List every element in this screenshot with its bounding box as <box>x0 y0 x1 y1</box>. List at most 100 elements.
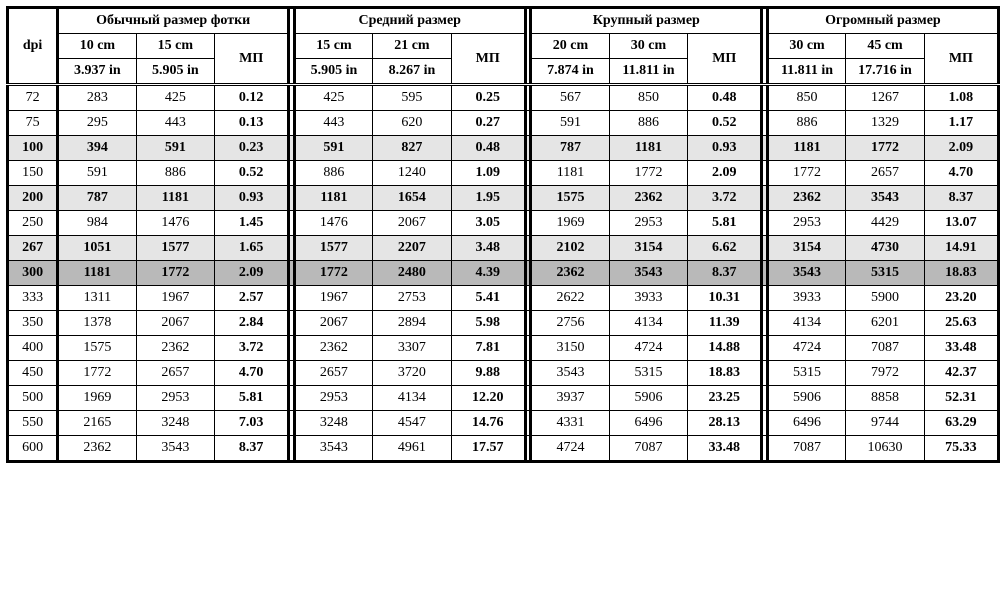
cell-value: 3307 <box>373 336 451 361</box>
cell-mp: 6.62 <box>688 236 762 261</box>
cell-mp: 4.70 <box>924 161 998 186</box>
cell-value: 4547 <box>373 411 451 436</box>
cell-value: 7087 <box>846 336 924 361</box>
cell-value: 1181 <box>609 136 687 161</box>
table-row: 400157523623.72236233077.813150472414.88… <box>8 336 999 361</box>
cell-value: 567 <box>531 85 609 111</box>
cell-mp: 9.88 <box>451 361 525 386</box>
cell-value: 984 <box>58 211 136 236</box>
cell-value: 443 <box>294 111 372 136</box>
cell-dpi: 500 <box>8 386 58 411</box>
cell-value: 787 <box>58 186 136 211</box>
cell-value: 2894 <box>373 311 451 336</box>
header-mp: МП <box>924 34 998 85</box>
cell-value: 886 <box>767 111 845 136</box>
table-body: 722834250.124255950.255678500.4885012671… <box>8 85 999 462</box>
cell-value: 3154 <box>767 236 845 261</box>
table-row: 550216532487.033248454714.764331649628.1… <box>8 411 999 436</box>
cell-value: 4429 <box>846 211 924 236</box>
cell-value: 5900 <box>846 286 924 311</box>
cell-mp: 52.31 <box>924 386 998 411</box>
cell-value: 1575 <box>531 186 609 211</box>
cell-value: 1772 <box>136 261 214 286</box>
cell-value: 3543 <box>531 361 609 386</box>
cell-value: 3937 <box>531 386 609 411</box>
header-cm: 45 cm <box>846 34 924 59</box>
table-row: 300118117722.09177224804.39236235438.373… <box>8 261 999 286</box>
cell-mp: 3.05 <box>451 211 525 236</box>
cell-mp: 0.52 <box>215 161 289 186</box>
cell-value: 283 <box>58 85 136 111</box>
cell-value: 1181 <box>531 161 609 186</box>
cell-value: 4134 <box>609 311 687 336</box>
cell-value: 1575 <box>58 336 136 361</box>
cell-value: 394 <box>58 136 136 161</box>
cell-mp: 5.41 <box>451 286 525 311</box>
cell-value: 2657 <box>136 361 214 386</box>
cell-mp: 1.08 <box>924 85 998 111</box>
cell-dpi: 72 <box>8 85 58 111</box>
cell-dpi: 75 <box>8 111 58 136</box>
cell-value: 2480 <box>373 261 451 286</box>
cell-mp: 1.17 <box>924 111 998 136</box>
cell-value: 2953 <box>136 386 214 411</box>
cell-value: 2753 <box>373 286 451 311</box>
cell-value: 620 <box>373 111 451 136</box>
cell-value: 7972 <box>846 361 924 386</box>
cell-value: 2953 <box>609 211 687 236</box>
table-header: dpiОбычный размер фоткиСредний размерКру… <box>8 8 999 85</box>
cell-mp: 1.95 <box>451 186 525 211</box>
table-row: 450177226574.70265737209.883543531518.83… <box>8 361 999 386</box>
cell-value: 2953 <box>294 386 372 411</box>
cell-value: 2756 <box>531 311 609 336</box>
cell-value: 1654 <box>373 186 451 211</box>
cell-mp: 2.09 <box>924 136 998 161</box>
dpi-size-table: dpiОбычный размер фоткиСредний размерКру… <box>6 6 1000 463</box>
cell-value: 3720 <box>373 361 451 386</box>
cell-mp: 42.37 <box>924 361 998 386</box>
cell-value: 1378 <box>58 311 136 336</box>
cell-value: 1476 <box>294 211 372 236</box>
cell-dpi: 267 <box>8 236 58 261</box>
table-row: 752954430.134436200.275918860.5288613291… <box>8 111 999 136</box>
header-in: 11.811 in <box>609 59 687 85</box>
cell-value: 3933 <box>767 286 845 311</box>
cell-value: 1267 <box>846 85 924 111</box>
header-in: 5.905 in <box>136 59 214 85</box>
table-row: 350137820672.84206728945.982756413411.39… <box>8 311 999 336</box>
cell-mp: 11.39 <box>688 311 762 336</box>
cell-value: 886 <box>294 161 372 186</box>
cell-value: 5315 <box>609 361 687 386</box>
cell-mp: 18.83 <box>688 361 762 386</box>
header-group-title: Обычный размер фотки <box>58 8 289 34</box>
cell-value: 7087 <box>767 436 845 462</box>
header-in: 17.716 in <box>846 59 924 85</box>
cell-value: 1181 <box>58 261 136 286</box>
header-cm: 20 cm <box>531 34 609 59</box>
header-mp: МП <box>688 34 762 85</box>
cell-value: 10630 <box>846 436 924 462</box>
cell-mp: 7.81 <box>451 336 525 361</box>
cell-value: 3543 <box>609 261 687 286</box>
cell-value: 3248 <box>294 411 372 436</box>
cell-value: 4730 <box>846 236 924 261</box>
cell-value: 5906 <box>609 386 687 411</box>
cell-mp: 3.72 <box>688 186 762 211</box>
cell-value: 1476 <box>136 211 214 236</box>
table-row: 333131119672.57196727535.412622393310.31… <box>8 286 999 311</box>
cell-value: 2362 <box>58 436 136 462</box>
cell-value: 2362 <box>767 186 845 211</box>
cell-dpi: 350 <box>8 311 58 336</box>
cell-value: 2362 <box>294 336 372 361</box>
cell-mp: 5.98 <box>451 311 525 336</box>
cell-mp: 0.93 <box>215 186 289 211</box>
cell-dpi: 450 <box>8 361 58 386</box>
cell-value: 8858 <box>846 386 924 411</box>
cell-value: 425 <box>294 85 372 111</box>
header-group-title: Огромный размер <box>767 8 998 34</box>
cell-value: 6201 <box>846 311 924 336</box>
cell-value: 2622 <box>531 286 609 311</box>
cell-value: 1772 <box>58 361 136 386</box>
cell-mp: 12.20 <box>451 386 525 411</box>
cell-value: 5906 <box>767 386 845 411</box>
